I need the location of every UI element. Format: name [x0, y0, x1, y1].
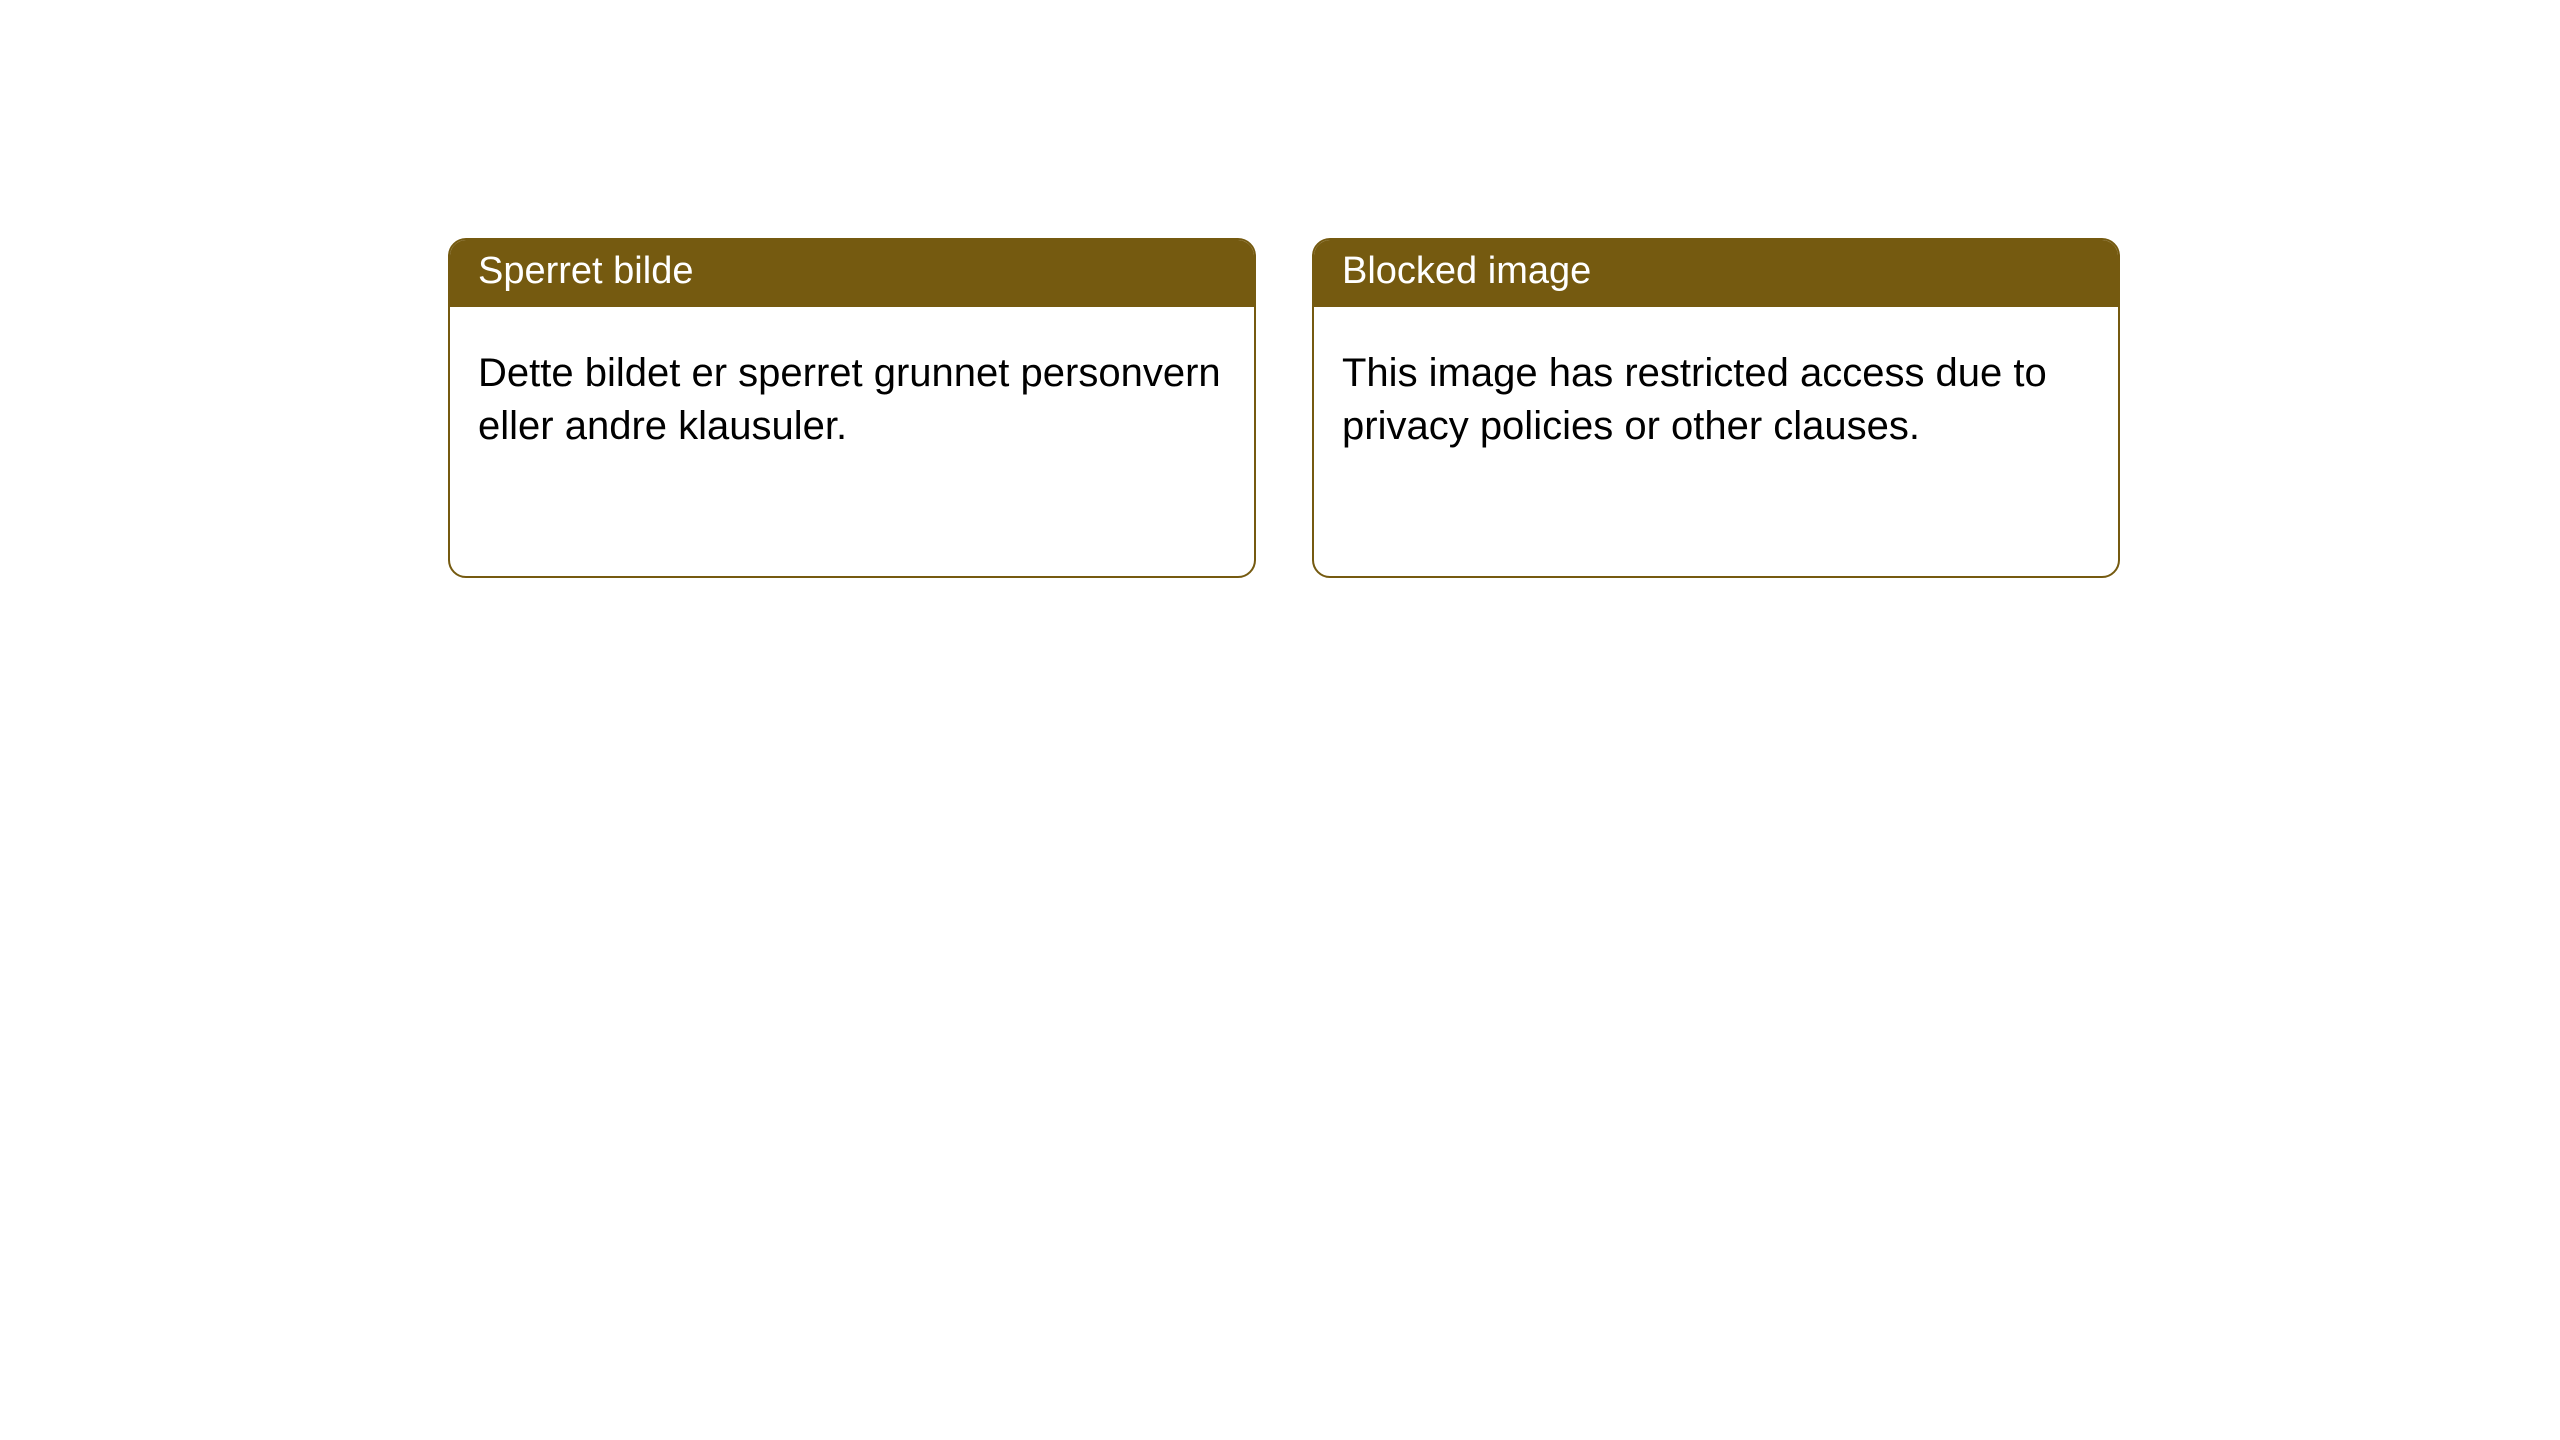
- card-body-no: Dette bildet er sperret grunnet personve…: [450, 307, 1254, 481]
- blocked-image-card-no: Sperret bilde Dette bildet er sperret gr…: [448, 238, 1256, 578]
- card-title-no: Sperret bilde: [450, 240, 1254, 307]
- card-body-en: This image has restricted access due to …: [1314, 307, 2118, 481]
- blocked-image-card-en: Blocked image This image has restricted …: [1312, 238, 2120, 578]
- cards-container: Sperret bilde Dette bildet er sperret gr…: [0, 0, 2560, 578]
- card-title-en: Blocked image: [1314, 240, 2118, 307]
